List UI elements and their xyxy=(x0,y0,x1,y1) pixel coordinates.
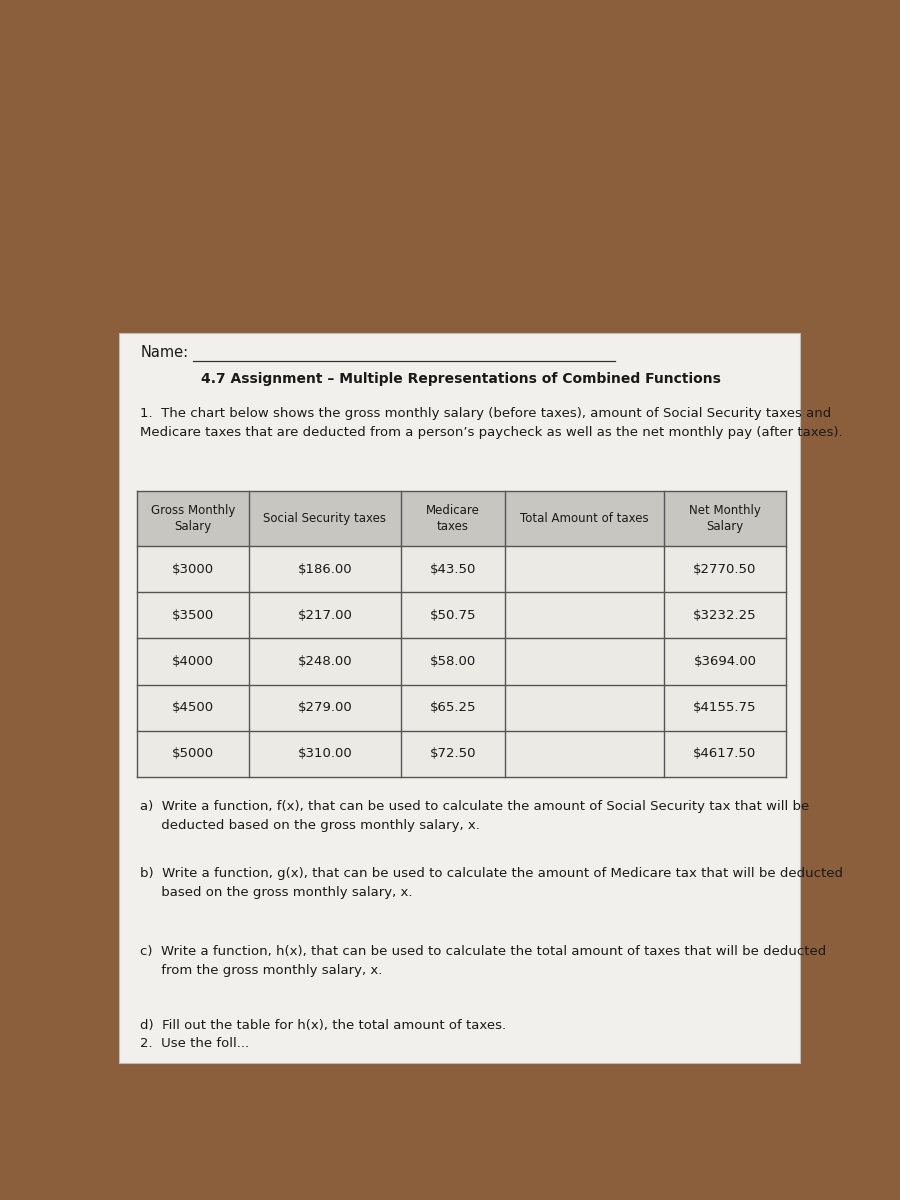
Text: Net Monthly
Salary: Net Monthly Salary xyxy=(689,504,760,533)
Text: d)  Fill out the table for h(x), the total amount of taxes.: d) Fill out the table for h(x), the tota… xyxy=(140,1019,507,1032)
FancyBboxPatch shape xyxy=(137,546,786,592)
Text: Total Amount of taxes: Total Amount of taxes xyxy=(520,511,649,524)
Text: $4000: $4000 xyxy=(172,655,214,668)
Text: Medicare
taxes: Medicare taxes xyxy=(426,504,480,533)
Text: $4500: $4500 xyxy=(172,701,214,714)
Text: $2770.50: $2770.50 xyxy=(693,563,757,576)
Text: $3000: $3000 xyxy=(172,563,214,576)
Text: c)  Write a function, h(x), that can be used to calculate the total amount of ta: c) Write a function, h(x), that can be u… xyxy=(140,946,826,977)
Text: $5000: $5000 xyxy=(172,748,214,761)
Text: 1.  The chart below shows the gross monthly salary (before taxes), amount of Soc: 1. The chart below shows the gross month… xyxy=(140,407,843,439)
Text: Gross Monthly
Salary: Gross Monthly Salary xyxy=(151,504,235,533)
Text: $4617.50: $4617.50 xyxy=(693,748,757,761)
Text: $4155.75: $4155.75 xyxy=(693,701,757,714)
Text: Name:: Name: xyxy=(140,344,188,360)
Text: $248.00: $248.00 xyxy=(298,655,352,668)
FancyBboxPatch shape xyxy=(120,334,799,1063)
Text: $50.75: $50.75 xyxy=(429,608,476,622)
FancyBboxPatch shape xyxy=(137,731,786,776)
Text: Social Security taxes: Social Security taxes xyxy=(264,511,386,524)
Text: $58.00: $58.00 xyxy=(430,655,476,668)
Text: $3694.00: $3694.00 xyxy=(694,655,757,668)
Text: a)  Write a function, f(x), that can be used to calculate the amount of Social S: a) Write a function, f(x), that can be u… xyxy=(140,800,810,832)
Text: $72.50: $72.50 xyxy=(429,748,476,761)
Text: b)  Write a function, g(x), that can be used to calculate the amount of Medicare: b) Write a function, g(x), that can be u… xyxy=(140,866,843,899)
FancyBboxPatch shape xyxy=(137,491,786,546)
FancyBboxPatch shape xyxy=(137,684,786,731)
Text: $3232.25: $3232.25 xyxy=(693,608,757,622)
Text: $279.00: $279.00 xyxy=(298,701,352,714)
Text: $3500: $3500 xyxy=(172,608,214,622)
Text: $65.25: $65.25 xyxy=(429,701,476,714)
Text: 4.7 Assignment – Multiple Representations of Combined Functions: 4.7 Assignment – Multiple Representation… xyxy=(202,372,721,386)
Text: $186.00: $186.00 xyxy=(298,563,352,576)
FancyBboxPatch shape xyxy=(137,592,786,638)
Text: $217.00: $217.00 xyxy=(297,608,352,622)
Text: $310.00: $310.00 xyxy=(298,748,352,761)
Text: 2.  Use the foll...: 2. Use the foll... xyxy=(140,1037,249,1050)
FancyBboxPatch shape xyxy=(137,638,786,684)
Text: $43.50: $43.50 xyxy=(429,563,476,576)
